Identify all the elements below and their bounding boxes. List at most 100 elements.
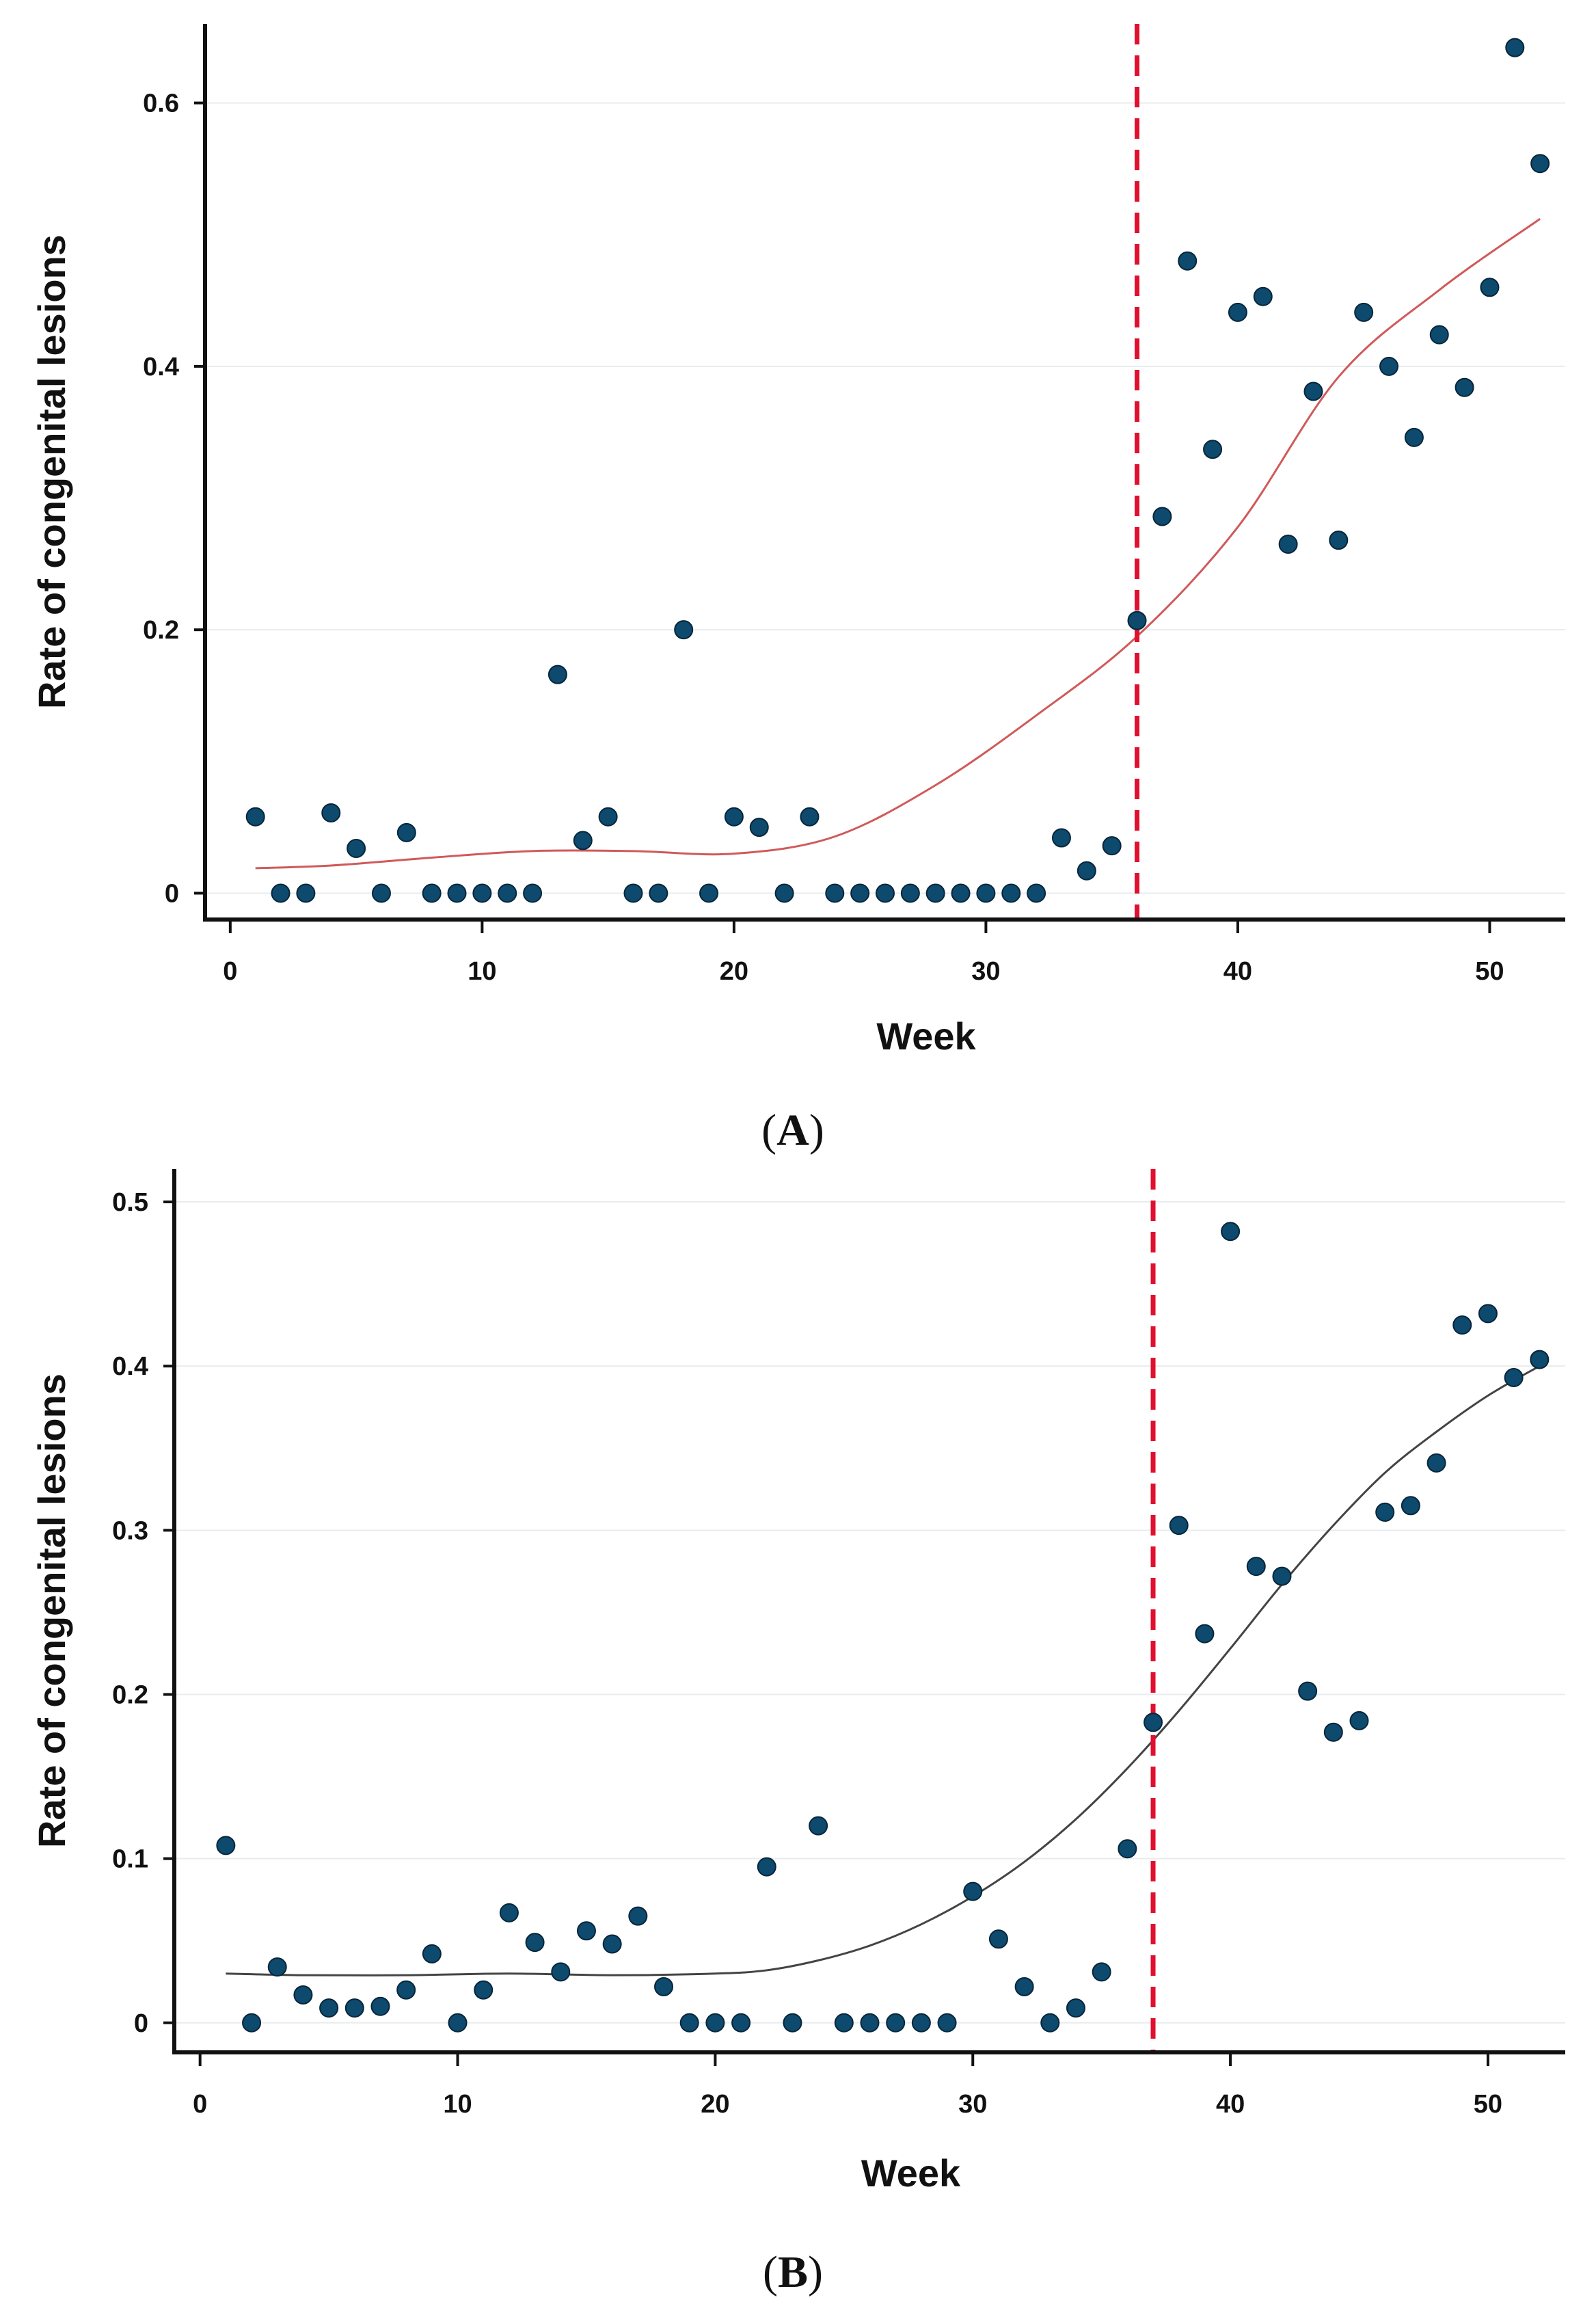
panel-a-data-point (724, 807, 744, 827)
panel-a-data-point (422, 883, 442, 903)
panel-b-chart: 0 0.1 0.2 0.3 0.4 0.5 0 10 20 30 40 50 Week Rate of… (30, 1169, 1565, 2297)
panel-a-data-point (371, 883, 391, 903)
panel-b-y-tick-label: 0 (134, 2009, 148, 2038)
panel-a-y-tick-label: 0.2 (143, 616, 179, 645)
panel-b-data-point (422, 1944, 442, 1963)
panel-b-data-point (1401, 1496, 1420, 1516)
panel-b-data-point (963, 1881, 983, 1901)
panel-a-data-point (976, 883, 996, 903)
panel-b-x-tick-label: 50 (1474, 2090, 1502, 2119)
panel-b-data-point (1349, 1711, 1369, 1730)
panel-a-data-point (1530, 154, 1550, 174)
panel-a-data-point (1077, 861, 1096, 881)
panel-a-data-point (825, 883, 845, 903)
panel-b-y-tick-label: 0.3 (112, 1516, 148, 1545)
panel-b-x-tick-label: 0 (193, 2090, 207, 2119)
panel-a-data-point (396, 822, 416, 842)
panel-b-y-axis-title: Rate of congenital lesions (30, 1373, 73, 1848)
panel-a-data-point (1152, 507, 1172, 526)
panel-a-chart: 0 0.2 0.4 0.6 0 10 20 30 40 50 Week Rate of conge… (30, 24, 1565, 1155)
panel-b-y-tick-label: 0.4 (112, 1352, 148, 1381)
panel-a-data-point (1455, 377, 1474, 397)
panel-b-caption: (B) (763, 2247, 823, 2297)
panel-b-x-axis-title: Week (861, 2151, 961, 2195)
panel-a-data-point (876, 883, 895, 903)
panel-b-data-point (1375, 1502, 1395, 1522)
panel-a-data-point (699, 883, 719, 903)
panel-b-data-point (293, 1985, 313, 2005)
panel-b-data-point (1504, 1367, 1524, 1387)
panel-a-data-point (1354, 302, 1374, 322)
panel-a-y-tick-label: 0.4 (143, 353, 179, 381)
panel-b-data-point (988, 1929, 1008, 1949)
panel-a-data-point (1253, 286, 1273, 306)
panel-a-data-point (1429, 325, 1449, 345)
panel-a-data-point (498, 883, 517, 903)
panel-a-axes (203, 24, 1565, 922)
panel-a-data-point (1178, 251, 1198, 271)
panel-b-x-tick-label: 10 (443, 2090, 472, 2119)
panel-a-y-tick-label: 0.6 (143, 90, 179, 118)
panel-a-x-tick-label: 40 (1223, 957, 1252, 986)
panel-b-y-tick-label: 0.5 (112, 1188, 148, 1217)
panel-a-data-point (1102, 836, 1122, 856)
panel-b-data-point (1323, 1722, 1343, 1742)
panel-a-x-tick-label: 20 (720, 957, 748, 986)
panel-b-data-point (396, 1980, 416, 2000)
panel-b-fitted-trend-line (226, 1365, 1541, 1976)
panel-a-caption: (A) (761, 1105, 824, 1155)
panel-a-data-point (674, 620, 694, 640)
panel-b-data-point (860, 2013, 880, 2033)
panel-b-data-point (1169, 1516, 1189, 1536)
panel-b-data-point (525, 1933, 545, 1953)
panel-b-y-tick-label: 0.2 (112, 1680, 148, 1709)
panel-a-data-point (1027, 883, 1046, 903)
panel-b-data-point (1221, 1222, 1241, 1242)
panel-a-data-point (296, 883, 316, 903)
panel-b-data-point (783, 2013, 802, 2033)
panel-a-data-point (850, 883, 870, 903)
panel-b-y-tick-label: 0.1 (112, 1845, 148, 1874)
panel-a-data-point (523, 883, 543, 903)
panel-a-data-point (1228, 302, 1247, 322)
panel-b-data-point (1066, 1998, 1085, 2018)
panel-b-data-point (1298, 1681, 1318, 1701)
panel-b-data-point (242, 2013, 262, 2033)
panel-b-data-point (319, 1998, 339, 2018)
panel-a-data-point (951, 883, 971, 903)
panel-a-data-point (245, 807, 265, 827)
panel-a-x-axis-title: Week (876, 1015, 976, 1058)
panel-b-x-tick-label: 20 (701, 2090, 729, 2119)
panel-b-data-point (1092, 1962, 1111, 1982)
panel-b-caption-letter: B (778, 2247, 808, 2297)
panel-a-data-point (347, 838, 366, 858)
panel-b-data-point (1040, 2013, 1060, 2033)
panel-b-data-point (1452, 1315, 1472, 1335)
panel-b-data-point (370, 1996, 390, 2016)
panel-b-data-point (1426, 1453, 1446, 1473)
panel-b-data-point (654, 1976, 674, 1996)
panel-a-data-point (1303, 381, 1323, 401)
panel-a-data-point (1127, 611, 1147, 630)
panel-a-data-point (271, 883, 290, 903)
panel-b-data-point (216, 1836, 236, 1855)
panel-a-data-point (900, 883, 920, 903)
panel-a-data-point (472, 883, 492, 903)
panel-b-data-point (679, 2013, 699, 2033)
panel-b-data-point (1014, 1976, 1034, 1996)
panel-b-data-point (267, 1957, 287, 1977)
panel-a-data-point (598, 807, 618, 827)
panel-a-data-point (1505, 38, 1525, 57)
panel-b-data-point (886, 2013, 906, 2033)
panel-a-data-point (321, 803, 341, 822)
panel-a-data-point (1404, 427, 1424, 447)
panel-b-data-point (1478, 1304, 1498, 1324)
panel-b-data-point (705, 2013, 725, 2033)
panel-b-data-point (344, 1998, 364, 2018)
panel-a-data-point (749, 818, 769, 837)
panel-b-data-point (911, 2013, 931, 2033)
panel-b-data-point (1118, 1839, 1137, 1859)
panel-a-data-point (547, 665, 567, 684)
panel-b-data-point (1530, 1350, 1550, 1369)
